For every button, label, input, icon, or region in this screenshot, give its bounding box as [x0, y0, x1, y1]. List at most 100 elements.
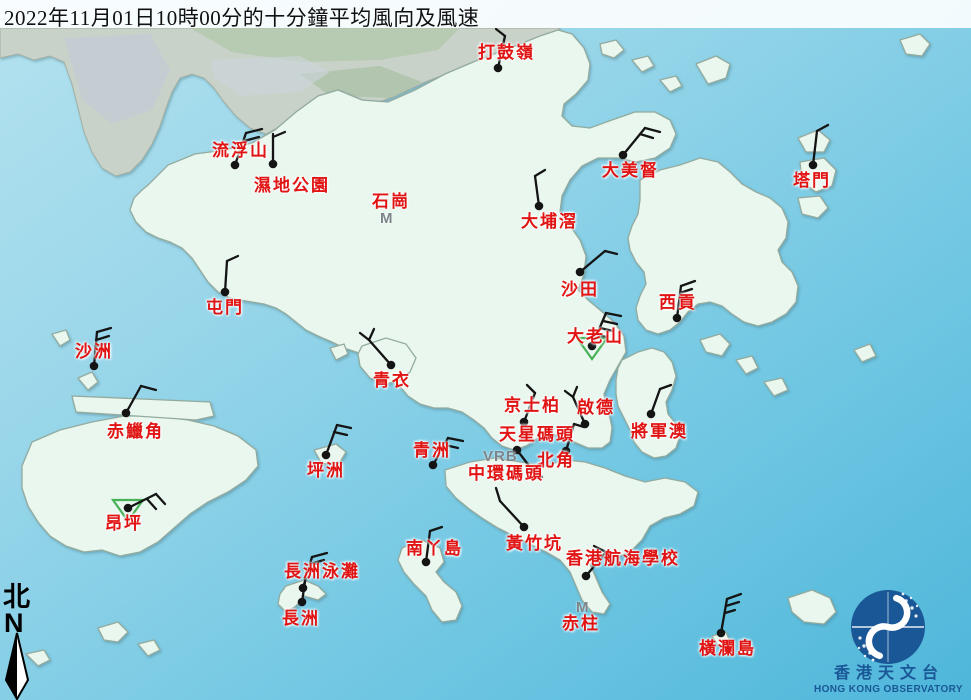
no-data-marker-m: M	[380, 210, 393, 227]
map-title: 2022年11月01日10時00分的十分鐘平均風向及風速	[4, 6, 480, 30]
station-dot	[581, 571, 591, 581]
wind-barb	[723, 608, 737, 615]
station-dot	[421, 557, 431, 567]
station-label-sai-kung: 西貢	[659, 293, 697, 312]
station-tseung-kwan-o	[646, 383, 673, 419]
wind-barb	[725, 592, 743, 601]
station-label-wong-chuk-hang: 黃竹坑	[506, 534, 563, 553]
station-ta-kwu-ling	[493, 27, 507, 73]
station-dot	[89, 361, 99, 371]
station-label-shek-kong: 石崗	[372, 192, 410, 211]
wind-barb	[310, 551, 329, 559]
wind-barb	[563, 389, 575, 399]
station-dot	[587, 341, 597, 351]
wind-barb	[522, 391, 537, 424]
station-wong-chuk-hang	[494, 486, 529, 532]
wind-barb	[592, 544, 608, 554]
wind-barb	[621, 126, 647, 157]
wind-barb	[724, 600, 741, 608]
station-dot	[230, 160, 240, 170]
station-label-kai-tak: 啟德	[577, 398, 615, 417]
station-label-kings-park: 京士柏	[504, 396, 561, 415]
station-wetland-park	[268, 130, 287, 169]
wind-barb	[93, 342, 108, 349]
station-dot	[321, 450, 331, 460]
station-dot	[493, 63, 503, 73]
station-dot	[123, 503, 133, 513]
land-masses	[21, 29, 931, 667]
wind-barb	[94, 334, 111, 342]
wind-barb	[305, 561, 320, 570]
wind-barb	[335, 423, 353, 430]
station-label-ngong-ping: 昂坪	[105, 514, 143, 533]
station-hk-sea-school	[581, 544, 608, 581]
station-label-peng-chau: 坪洲	[307, 461, 345, 480]
station-label-cheung-chau: 長洲	[282, 609, 320, 628]
wind-barb	[679, 279, 697, 288]
wind-barb	[145, 497, 158, 511]
wind-barb	[564, 422, 576, 453]
hko-logo-name-en: HONG KONG OBSERVATORY	[814, 684, 963, 695]
north-compass: 北 N	[3, 582, 30, 700]
station-label-tuen-mun: 屯門	[206, 298, 244, 317]
station-dot	[534, 201, 544, 211]
wind-barb	[678, 287, 694, 295]
station-dot	[268, 159, 278, 169]
north-label-en: N	[4, 608, 24, 638]
station-dot	[519, 522, 529, 532]
station-label-lamma-island: 南丫島	[406, 539, 463, 558]
hko-logo-name-cn: 香港天文台	[833, 665, 944, 682]
station-tai-mei-tuk	[618, 126, 662, 160]
wind-barb	[578, 249, 607, 274]
wind-barb	[428, 525, 444, 533]
station-dot	[386, 360, 396, 370]
wind-barb	[139, 384, 158, 392]
station-dot	[220, 287, 230, 297]
wind-barb	[675, 284, 683, 320]
station-dot	[512, 445, 522, 455]
wind-barb	[95, 326, 113, 334]
wind-barb	[446, 436, 465, 443]
station-kings-park	[519, 383, 537, 427]
significant-wind-triangle	[110, 498, 146, 523]
wind-barb	[126, 492, 158, 510]
wind-barb	[498, 499, 526, 529]
wind-barb	[92, 330, 99, 368]
station-dot	[716, 628, 726, 638]
station-label-sha-tin: 沙田	[561, 280, 599, 299]
shenzhen-land	[0, 27, 562, 177]
wind-barb	[604, 311, 623, 318]
station-tuen-mun	[220, 254, 240, 297]
wind-barb	[719, 597, 729, 635]
station-label-stanley: 赤柱	[562, 614, 600, 633]
station-sai-kung	[672, 279, 697, 323]
hko-logo-icon	[851, 590, 925, 664]
station-cheung-chau	[297, 561, 320, 607]
wind-barb	[638, 132, 655, 140]
station-sha-chau	[89, 326, 113, 371]
wind-barb	[533, 168, 547, 178]
wind-barb	[595, 333, 609, 339]
station-dot	[575, 267, 585, 277]
station-label-tsing-yi: 青衣	[373, 371, 411, 390]
station-label-tai-po-kau: 大埔滘	[521, 212, 578, 231]
station-dot	[618, 150, 628, 160]
wind-barb	[811, 129, 819, 167]
station-tap-mun	[808, 123, 830, 170]
wind-barb	[584, 550, 608, 578]
station-peng-chau	[321, 423, 353, 460]
station-dot	[808, 160, 818, 170]
station-dot	[519, 417, 529, 427]
wind-barb	[233, 131, 248, 167]
station-lamma-island	[421, 525, 444, 567]
station-label-cheung-chau-beach: 長洲泳灘	[284, 562, 360, 581]
wind-barb	[496, 34, 507, 70]
wind-barb	[300, 566, 309, 604]
wind-barb	[332, 430, 349, 437]
wind-barb	[815, 123, 830, 133]
station-label-green-island: 青洲	[413, 441, 451, 460]
station-waglan-island	[716, 592, 743, 638]
station-label-waglan-island: 橫瀾島	[699, 639, 756, 658]
